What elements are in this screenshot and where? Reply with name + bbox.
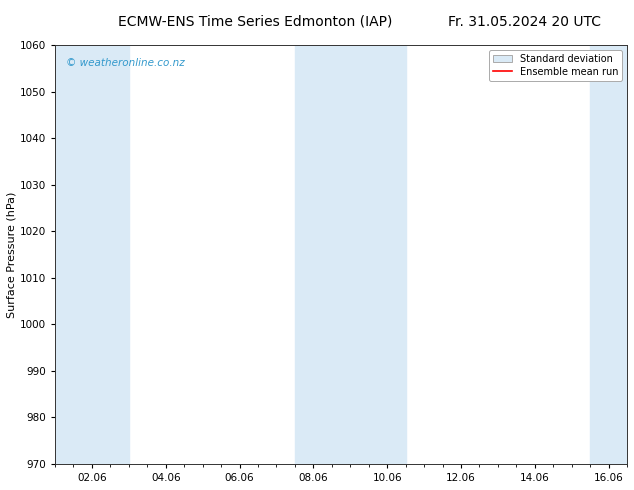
Bar xyxy=(295,45,406,464)
Bar xyxy=(590,45,627,464)
Text: © weatheronline.co.nz: © weatheronline.co.nz xyxy=(67,58,185,68)
Y-axis label: Surface Pressure (hPa): Surface Pressure (hPa) xyxy=(7,192,17,318)
Text: Fr. 31.05.2024 20 UTC: Fr. 31.05.2024 20 UTC xyxy=(448,15,600,29)
Legend: Standard deviation, Ensemble mean run: Standard deviation, Ensemble mean run xyxy=(489,50,622,81)
Bar xyxy=(55,45,129,464)
Text: ECMW-ENS Time Series Edmonton (IAP): ECMW-ENS Time Series Edmonton (IAP) xyxy=(118,15,392,29)
